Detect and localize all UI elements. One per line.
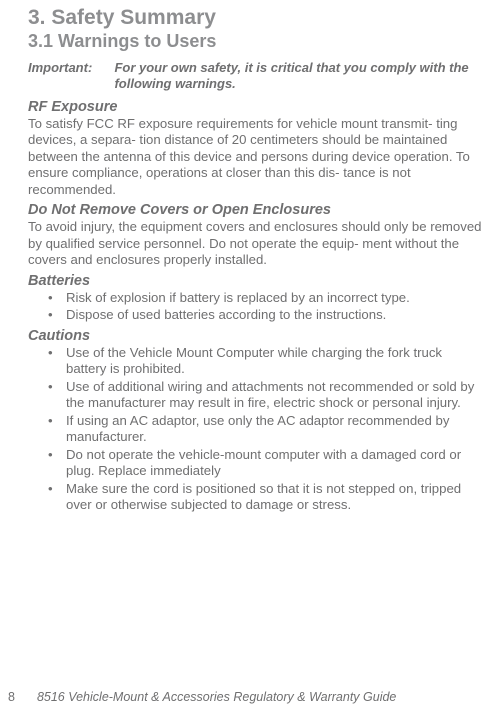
bullet-icon: •: [48, 413, 53, 430]
rf-exposure-body: To satisfy FCC RF exposure requirements …: [28, 116, 485, 199]
subsection-heading: 3.1 Warnings to Users: [28, 31, 485, 52]
list-item-text: Dispose of used batteries according to t…: [66, 307, 386, 322]
list-item-text: Use of the Vehicle Mount Computer while …: [66, 345, 442, 377]
bullet-icon: •: [48, 481, 53, 498]
list-item: • Risk of explosion if battery is replace…: [28, 290, 485, 307]
list-item: • Use of the Vehicle Mount Computer while…: [28, 345, 485, 378]
covers-heading: Do Not Remove Covers or Open Enclosures: [28, 202, 485, 218]
page-footer: 8 8516 Vehicle-Mount & Accessories Regula…: [8, 690, 485, 704]
covers-body: To avoid injury, the equipment covers an…: [28, 219, 485, 269]
list-item-text: Do not operate the vehicle-mount compute…: [66, 447, 461, 479]
list-item-text: Make sure the cord is positioned so that…: [66, 481, 461, 513]
important-text: For your own safety, it is critical that…: [114, 60, 474, 93]
footer-title: 8516 Vehicle-Mount & Accessories Regulat…: [37, 690, 396, 704]
list-item: • Do not operate the vehicle-mount comput…: [28, 447, 485, 480]
list-item: • If using an AC adaptor, use only the AC…: [28, 413, 485, 446]
cautions-list: • Use of the Vehicle Mount Computer while…: [28, 345, 485, 514]
batteries-list: • Risk of explosion if battery is replace…: [28, 290, 485, 324]
list-item-text: Use of additional wiring and attachments…: [66, 379, 474, 411]
bullet-icon: •: [48, 290, 53, 307]
important-notice: Important: For your own safety, it is cr…: [28, 60, 485, 93]
bullet-icon: •: [48, 345, 53, 362]
list-item: • Dispose of used batteries according to …: [28, 307, 485, 324]
page-number: 8: [8, 690, 15, 704]
list-item: • Use of additional wiring and attachment…: [28, 379, 485, 412]
list-item-text: If using an AC adaptor, use only the AC …: [66, 413, 449, 445]
bullet-icon: •: [48, 447, 53, 464]
important-label: Important:: [28, 60, 110, 75]
batteries-heading: Batteries: [28, 273, 485, 289]
rf-exposure-heading: RF Exposure: [28, 99, 485, 115]
list-item: • Make sure the cord is positioned so tha…: [28, 481, 485, 514]
section-heading: 3. Safety Summary: [28, 6, 485, 30]
list-item-text: Risk of explosion if battery is replaced…: [66, 290, 410, 305]
bullet-icon: •: [48, 379, 53, 396]
bullet-icon: •: [48, 307, 53, 324]
cautions-heading: Cautions: [28, 328, 485, 344]
